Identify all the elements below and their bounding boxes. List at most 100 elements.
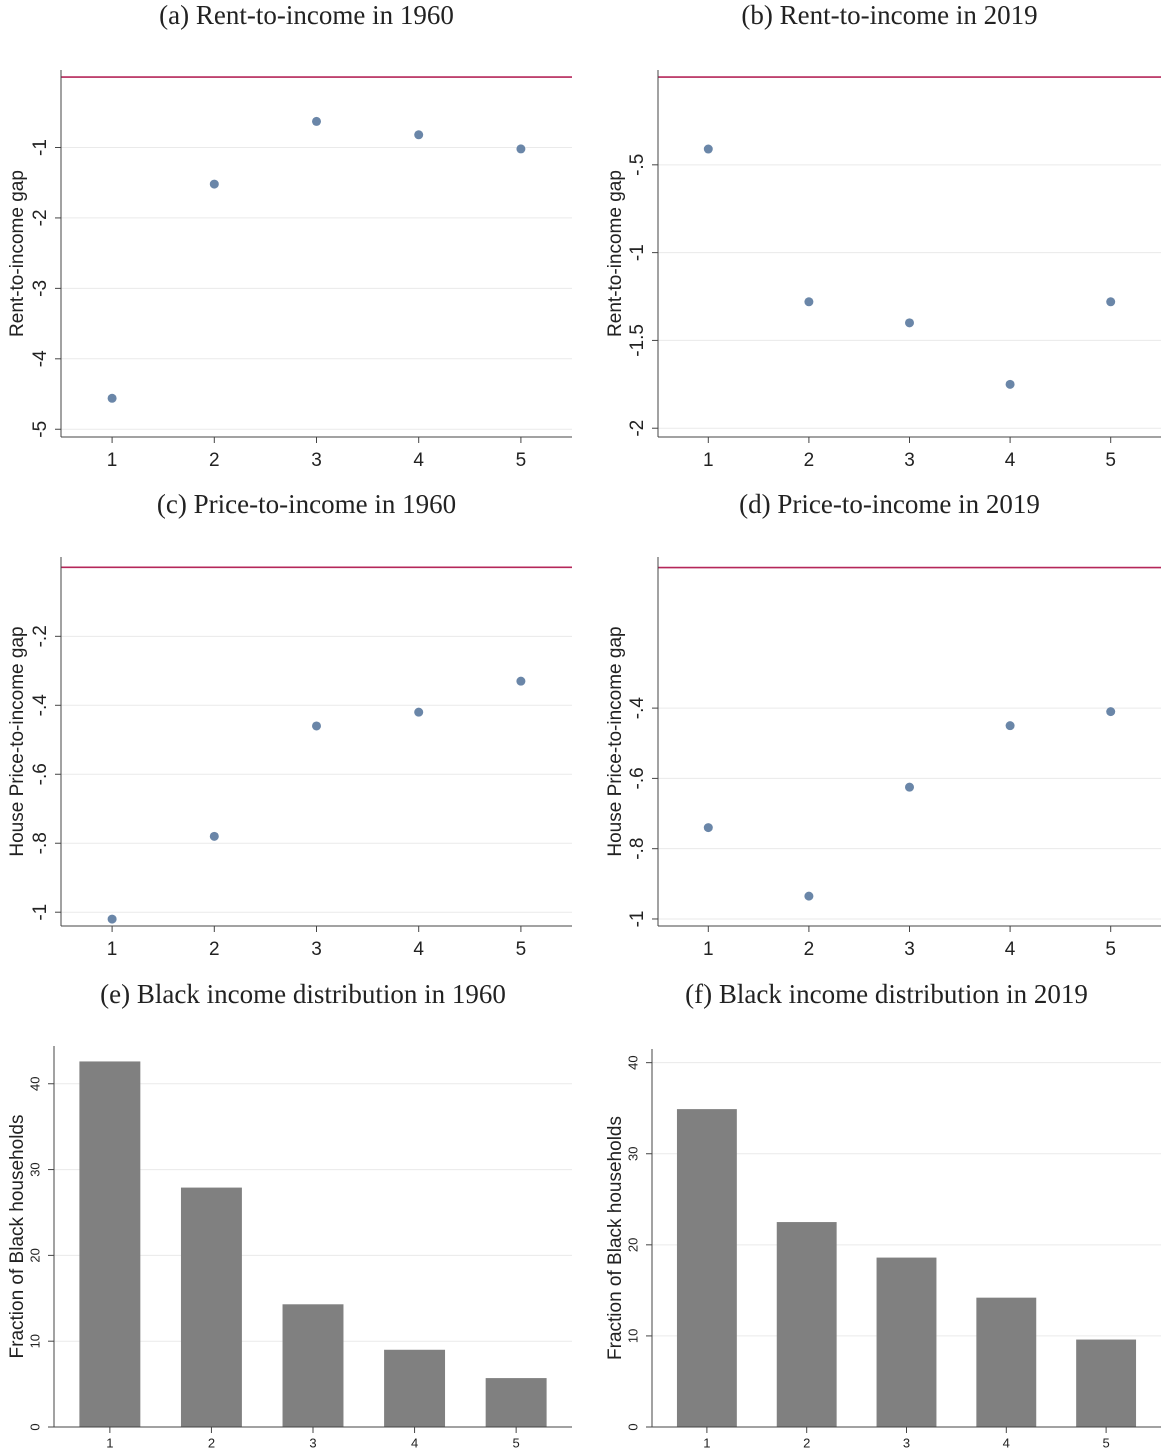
- point: [414, 130, 424, 140]
- point: [703, 144, 713, 154]
- bar: [776, 1222, 837, 1427]
- y-tick-label: -.4: [627, 697, 648, 720]
- point: [1005, 379, 1015, 389]
- bar: [79, 1061, 141, 1427]
- point: [209, 179, 219, 189]
- y-tick-label: -2: [627, 420, 648, 437]
- bar: [1076, 1339, 1137, 1427]
- x-tick-label: 3: [903, 1435, 910, 1450]
- y-tick-label: -1: [30, 904, 51, 921]
- x-tick-label: 2: [804, 939, 815, 960]
- x-tick-label: 5: [1102, 1435, 1109, 1450]
- y-tick-label: 10: [27, 1334, 42, 1348]
- panel-title: (c) Price-to-income in 1960: [157, 489, 456, 519]
- x-tick-label: 5: [513, 1435, 520, 1450]
- x-tick-label: 4: [1005, 450, 1016, 471]
- point: [905, 782, 914, 792]
- point: [209, 831, 219, 841]
- point: [107, 914, 117, 924]
- x-tick-label: 2: [209, 450, 220, 471]
- point: [312, 721, 321, 731]
- panel-title: (d) Price-to-income in 2019: [739, 489, 1040, 519]
- x-tick-label: 5: [1105, 939, 1116, 960]
- y-tick-label: -.2: [30, 625, 51, 647]
- y-tick-label: -.6: [627, 767, 648, 789]
- y-tick-label: 30: [27, 1162, 42, 1176]
- point: [703, 823, 713, 833]
- point: [905, 318, 914, 328]
- x-tick-label: 4: [413, 450, 424, 471]
- x-tick-label: 1: [107, 939, 118, 960]
- y-axis-title: House Price-to-income gap: [605, 626, 626, 856]
- bar: [384, 1349, 446, 1427]
- bar: [282, 1304, 344, 1427]
- point: [516, 144, 526, 154]
- y-tick-label: 0: [27, 1423, 42, 1430]
- bar: [485, 1378, 547, 1427]
- y-tick-label: -1: [627, 911, 648, 928]
- y-tick-label: 30: [625, 1147, 640, 1161]
- point: [1106, 297, 1116, 307]
- point: [804, 297, 814, 307]
- point: [804, 891, 814, 901]
- y-tick-label: -2: [30, 209, 51, 226]
- y-tick-label: -.8: [30, 832, 51, 854]
- y-axis-title: Fraction of Black households: [605, 1116, 626, 1360]
- y-axis-title: Fraction of Black households: [7, 1115, 28, 1359]
- panel-title: (a) Rent-to-income in 1960: [159, 0, 454, 30]
- bar: [976, 1297, 1037, 1427]
- y-tick-label: -5: [30, 421, 51, 438]
- y-tick-label: -1: [30, 139, 51, 156]
- point: [107, 393, 117, 403]
- panel-title: (f) Black income distribution in 2019: [685, 979, 1088, 1009]
- y-tick-label: -.6: [30, 763, 51, 785]
- x-tick-label: 1: [107, 450, 118, 471]
- x-tick-label: 3: [904, 450, 915, 471]
- point: [312, 116, 321, 126]
- x-tick-label: 1: [106, 1435, 113, 1450]
- y-tick-label: -1: [627, 244, 648, 261]
- x-tick-label: 3: [311, 939, 322, 960]
- panel-title: (b) Rent-to-income in 2019: [741, 0, 1037, 30]
- y-tick-label: 20: [27, 1248, 42, 1262]
- x-tick-label: 5: [516, 939, 527, 960]
- bar: [676, 1109, 737, 1427]
- y-tick-label: -.5: [627, 154, 648, 176]
- y-tick-label: 10: [625, 1329, 640, 1343]
- y-tick-label: -.4: [30, 694, 51, 717]
- point: [516, 676, 526, 686]
- x-tick-label: 2: [208, 1435, 215, 1450]
- x-tick-label: 3: [311, 450, 322, 471]
- x-tick-label: 1: [703, 450, 714, 471]
- x-tick-label: 5: [1105, 450, 1116, 471]
- x-tick-label: 2: [803, 1435, 810, 1450]
- bar: [876, 1257, 937, 1427]
- y-tick-label: 20: [625, 1238, 640, 1252]
- x-tick-label: 3: [904, 939, 915, 960]
- x-tick-label: 4: [413, 939, 424, 960]
- point: [1106, 707, 1116, 717]
- x-tick-label: 1: [703, 939, 714, 960]
- x-tick-label: 1: [703, 1435, 710, 1450]
- y-tick-label: -4: [30, 350, 51, 367]
- bar: [180, 1187, 242, 1427]
- y-tick-label: 0: [625, 1423, 640, 1430]
- y-tick-label: 40: [625, 1055, 640, 1069]
- x-tick-label: 4: [411, 1435, 418, 1450]
- y-axis-title: Rent-to-income gap: [7, 170, 28, 337]
- x-tick-label: 2: [804, 450, 815, 471]
- y-axis-title: Rent-to-income gap: [605, 170, 626, 337]
- x-tick-label: 2: [209, 939, 220, 960]
- y-axis-title: House Price-to-income gap: [7, 626, 28, 856]
- x-tick-label: 5: [516, 450, 527, 471]
- x-tick-label: 3: [309, 1435, 316, 1450]
- y-tick-label: -3: [30, 280, 51, 297]
- x-tick-label: 4: [1005, 939, 1016, 960]
- point: [1005, 721, 1015, 731]
- y-tick-label: 40: [27, 1077, 42, 1091]
- y-tick-label: -1.5: [627, 324, 648, 357]
- panel-title: (e) Black income distribution in 1960: [100, 979, 506, 1009]
- y-tick-label: -.8: [627, 838, 648, 860]
- point: [414, 707, 424, 717]
